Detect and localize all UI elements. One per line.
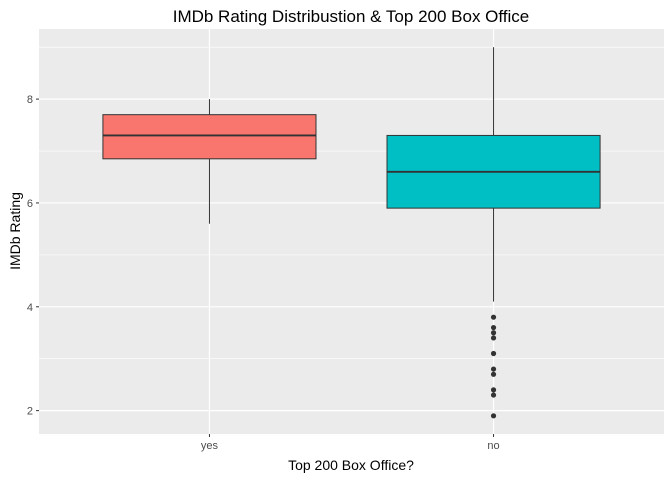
- box-group-yes: [102, 99, 317, 224]
- x-tick-label: no: [487, 440, 499, 452]
- outlier-point: [490, 392, 497, 398]
- x-axis-title: Top 200 Box Office?: [288, 457, 414, 473]
- x-tick-label: yes: [201, 440, 219, 452]
- outlier-point: [490, 371, 497, 377]
- box-group-no: [386, 47, 601, 419]
- x-axis-ticks: yes no: [201, 434, 500, 452]
- outlier-point: [490, 350, 497, 357]
- y-tick-label: 8: [27, 94, 33, 106]
- outlier-point: [490, 314, 497, 320]
- y-tick-label: 6: [27, 198, 33, 210]
- y-tick-label: 2: [27, 406, 33, 418]
- outlier-point: [490, 387, 497, 393]
- y-tick-label: 4: [27, 302, 33, 314]
- y-axis-title: IMDb Rating: [7, 192, 23, 270]
- box-iqr: [102, 114, 317, 160]
- outlier-point: [490, 413, 497, 419]
- outlier-point: [490, 335, 497, 341]
- outlier-point: [490, 324, 497, 331]
- panel-background: [39, 29, 664, 434]
- y-axis-ticks: 2 4 6 8: [27, 94, 39, 418]
- outlier-point: [490, 366, 497, 372]
- box-series: [102, 47, 601, 419]
- chart-title: IMDb Rating Distribustion & Top 200 Box …: [173, 7, 530, 26]
- outlier-point: [490, 330, 497, 336]
